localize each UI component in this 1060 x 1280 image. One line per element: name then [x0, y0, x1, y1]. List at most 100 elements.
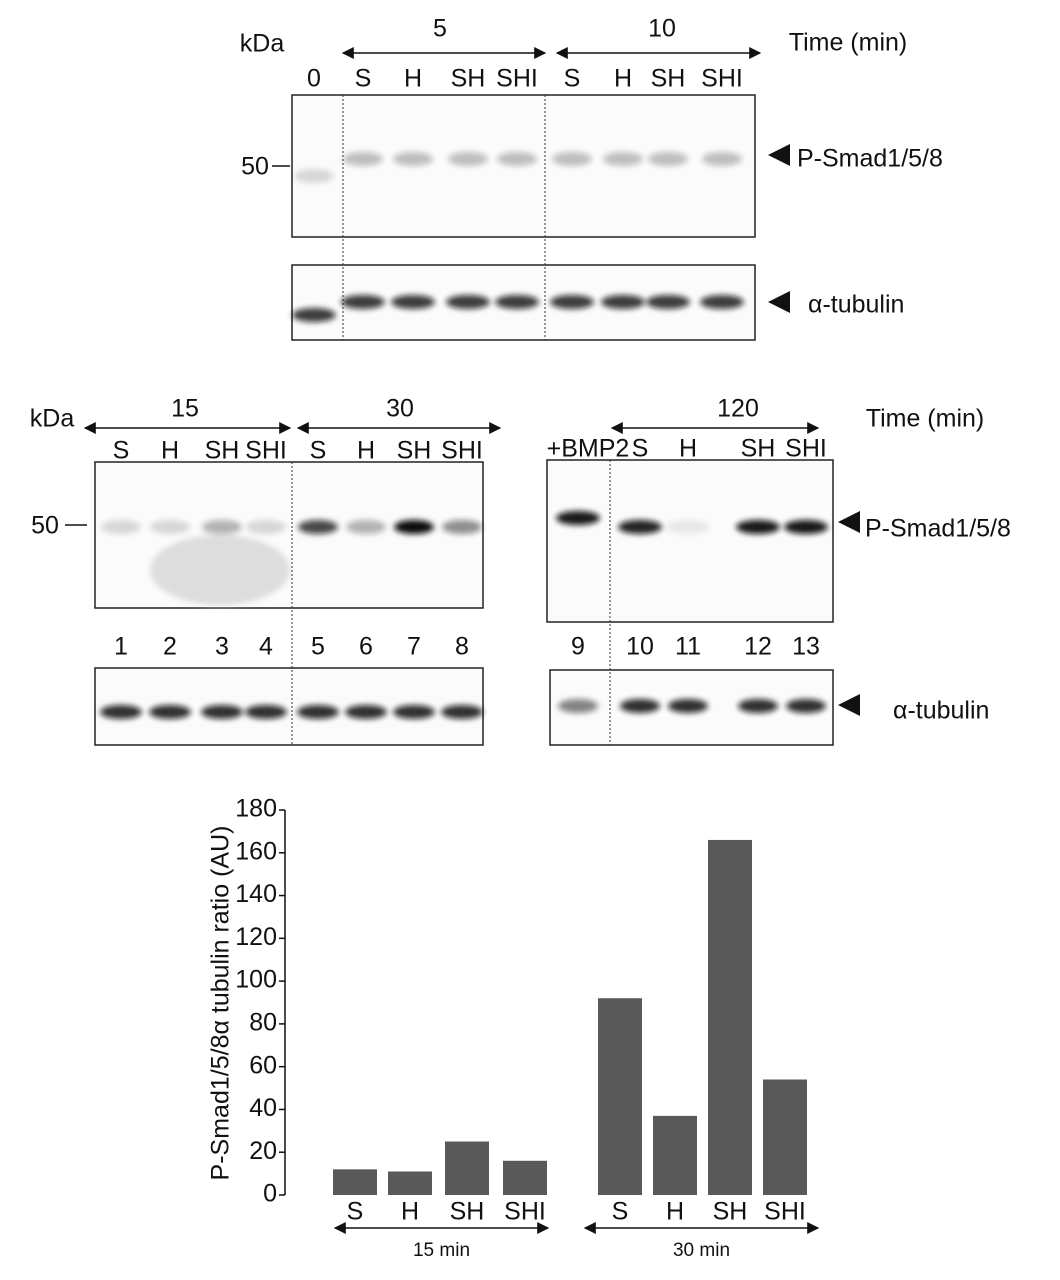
- lane-number: 6: [359, 633, 373, 661]
- band-pointer: [838, 694, 860, 716]
- band: [666, 520, 710, 534]
- band: [558, 699, 598, 713]
- band: [618, 520, 662, 534]
- band: [497, 152, 537, 166]
- lane-label: +BMP2: [547, 435, 630, 463]
- lane-label: S: [355, 65, 372, 93]
- bar: [503, 1160, 547, 1195]
- band: [297, 705, 339, 719]
- band: [784, 520, 828, 534]
- lane-number: 3: [215, 633, 229, 661]
- lane-label: SH: [741, 435, 776, 463]
- bar: [598, 998, 642, 1195]
- band: [441, 705, 483, 719]
- bar: [653, 1115, 697, 1195]
- time-label: Time (min): [789, 29, 908, 57]
- y-tick-label: 120: [235, 923, 277, 951]
- blot-a-psmad: [291, 94, 756, 238]
- y-tick-label: 20: [249, 1137, 277, 1165]
- band: [149, 705, 191, 719]
- lane-number: 2: [163, 633, 177, 661]
- y-tick-label: 140: [235, 880, 277, 908]
- band: [550, 295, 594, 309]
- band-label: P-Smad1/5/8: [797, 145, 943, 173]
- time-group: 30: [386, 395, 414, 423]
- band: [446, 295, 490, 309]
- band-label: α-tubulin: [893, 697, 989, 725]
- bar: [388, 1171, 432, 1195]
- band: [298, 520, 338, 534]
- lane-label: 0: [307, 65, 321, 93]
- lane-label: SH: [205, 437, 240, 465]
- x-tick-label: H: [401, 1198, 419, 1226]
- band: [393, 705, 435, 719]
- band: [202, 520, 242, 534]
- band: [100, 705, 142, 719]
- time-group: 10: [648, 15, 676, 43]
- lane-label: SH: [651, 65, 686, 93]
- band: [702, 152, 742, 166]
- lane-number: 7: [407, 633, 421, 661]
- band: [101, 520, 141, 534]
- lane-number: 5: [311, 633, 325, 661]
- band: [700, 295, 744, 309]
- lane-number: 4: [259, 633, 273, 661]
- band-pointer: [768, 291, 790, 313]
- blot-b-psmad: [94, 461, 484, 609]
- y-tick-label: 60: [249, 1051, 277, 1079]
- x-tick-label: SH: [450, 1198, 485, 1226]
- band: [738, 699, 778, 713]
- lane-label: H: [679, 435, 697, 463]
- band-pointer: [768, 144, 790, 166]
- lane-label: SHI: [701, 65, 743, 93]
- band: [201, 705, 243, 719]
- band: [601, 295, 645, 309]
- band: [341, 295, 385, 309]
- time-group: 5: [433, 15, 447, 43]
- y-tick-label: 0: [263, 1180, 277, 1208]
- band: [345, 705, 387, 719]
- band: [292, 308, 336, 322]
- lane-label: SHI: [245, 437, 287, 465]
- kda-label: kDa: [240, 30, 285, 58]
- lane-number: 8: [455, 633, 469, 661]
- group-label: 30 min: [673, 1240, 730, 1261]
- band: [246, 520, 286, 534]
- lane-label: H: [614, 65, 632, 93]
- lane-number: 13: [792, 633, 820, 661]
- x-tick-label: S: [612, 1198, 629, 1226]
- band: [603, 152, 643, 166]
- x-tick-label: SHI: [504, 1198, 546, 1226]
- bar: [333, 1169, 377, 1195]
- time-label: Time (min): [866, 405, 985, 433]
- y-tick-label: 80: [249, 1008, 277, 1036]
- x-tick-label: H: [666, 1198, 684, 1226]
- band: [448, 152, 488, 166]
- lane-label: H: [161, 437, 179, 465]
- lane-number: 12: [744, 633, 772, 661]
- band: [552, 152, 592, 166]
- lane-label: SH: [397, 437, 432, 465]
- lane-number: 1: [114, 633, 128, 661]
- mw-marker: 50: [241, 153, 269, 181]
- group-label: 15 min: [413, 1240, 470, 1261]
- lane-label: S: [310, 437, 327, 465]
- lane-label: SH: [451, 65, 486, 93]
- band: [346, 520, 386, 534]
- band-label: P-Smad1/5/8: [865, 515, 1011, 543]
- bar: [708, 839, 752, 1195]
- band: [442, 520, 482, 534]
- band: [294, 169, 334, 183]
- band: [668, 699, 708, 713]
- band: [150, 520, 190, 534]
- lane-label: S: [564, 65, 581, 93]
- blot-smear: [150, 535, 290, 605]
- lane-label: S: [113, 437, 130, 465]
- lane-label: H: [357, 437, 375, 465]
- x-tick-label: SHI: [764, 1198, 806, 1226]
- time-group: 15: [171, 395, 199, 423]
- band: [393, 152, 433, 166]
- bar: [445, 1141, 489, 1195]
- y-tick-label: 40: [249, 1094, 277, 1122]
- lane-number: 11: [675, 633, 701, 661]
